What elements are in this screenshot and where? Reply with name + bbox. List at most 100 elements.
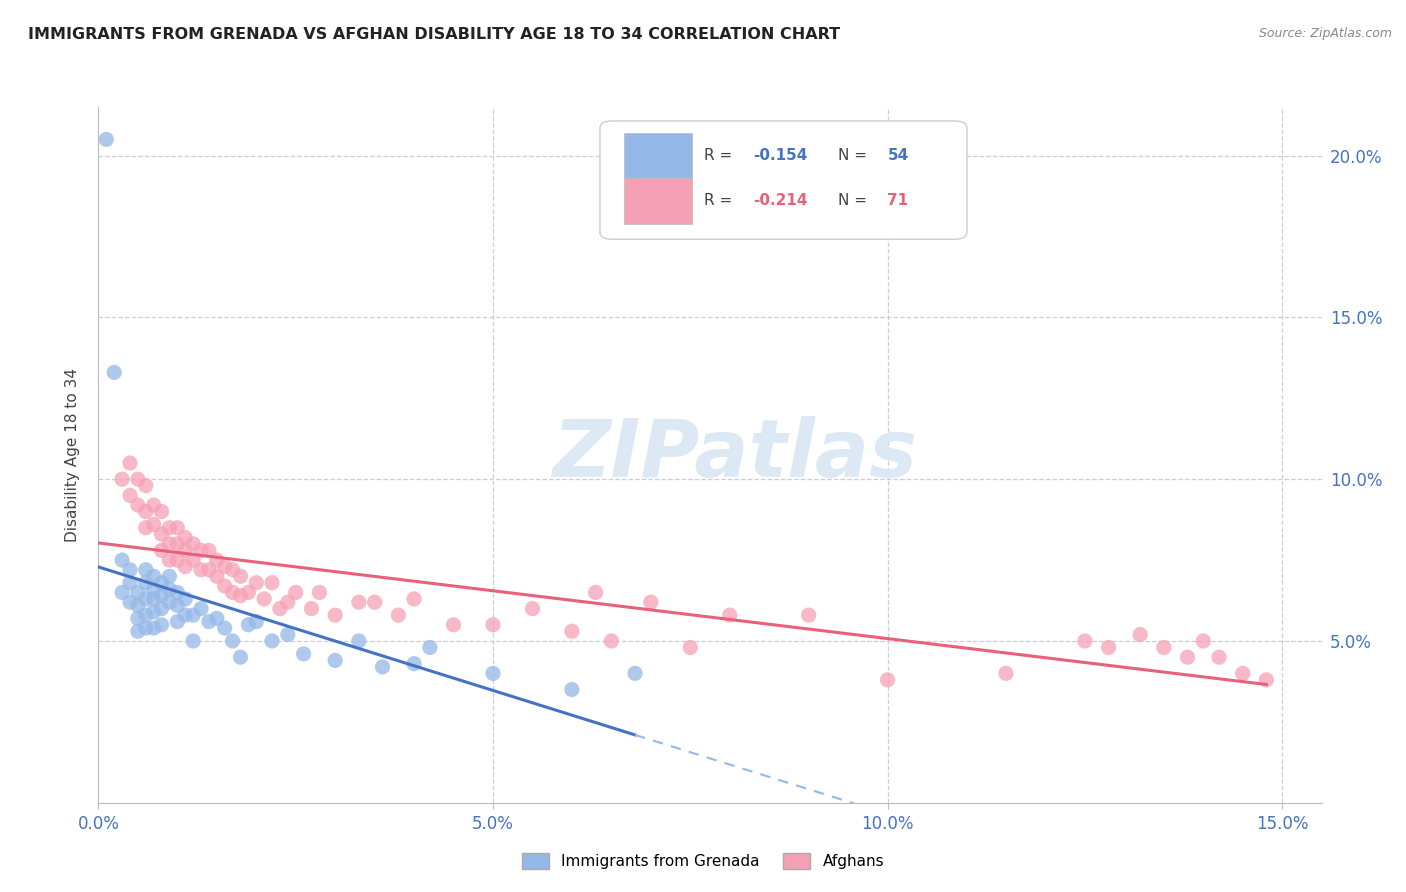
Point (111, 472, 134, 486)
Point (135, 478, 157, 492)
Point (269, 601, 291, 615)
Point (190, 601, 212, 615)
Point (135, 521, 157, 535)
Point (150, 589, 173, 603)
Point (118, 595, 141, 609)
Point (150, 504, 173, 518)
Point (150, 543, 173, 558)
Point (142, 591, 165, 606)
Point (181, 608, 204, 623)
Point (1097, 640, 1119, 655)
Point (323, 608, 346, 623)
Point (205, 553, 228, 567)
Point (142, 605, 165, 619)
Point (142, 569, 165, 583)
Point (166, 615, 188, 629)
Point (1232, 666, 1254, 681)
Point (482, 617, 505, 632)
Point (363, 595, 385, 609)
Point (159, 595, 181, 609)
Point (1074, 634, 1097, 648)
Point (198, 615, 221, 629)
Point (876, 673, 898, 687)
Y-axis label: Disability Age 18 to 34: Disability Age 18 to 34 (65, 368, 80, 542)
Point (96, 132, 118, 146)
Point (174, 608, 197, 623)
Text: N =: N = (838, 194, 872, 209)
Text: R =: R = (704, 148, 737, 163)
Point (118, 575, 141, 590)
Point (150, 601, 173, 615)
Point (561, 624, 583, 639)
Point (284, 585, 307, 599)
Text: ZIPatlas: ZIPatlas (553, 416, 917, 494)
Point (159, 569, 181, 583)
Point (166, 537, 188, 551)
Point (118, 488, 141, 502)
Point (159, 537, 181, 551)
Point (174, 559, 197, 574)
Point (419, 640, 441, 655)
Point (142, 582, 165, 597)
Point (159, 582, 181, 597)
Point (118, 456, 141, 470)
Legend: Immigrants from Grenada, Afghans: Immigrants from Grenada, Afghans (516, 847, 890, 875)
Point (166, 599, 188, 613)
Point (994, 666, 1017, 681)
Point (135, 621, 157, 635)
Point (238, 585, 260, 599)
Point (221, 563, 243, 577)
FancyBboxPatch shape (624, 178, 692, 224)
Point (1192, 634, 1215, 648)
Point (229, 569, 252, 583)
Point (174, 591, 197, 606)
Point (347, 595, 370, 609)
Point (142, 498, 165, 512)
Point (404, 657, 426, 671)
Point (561, 682, 583, 697)
Point (221, 634, 243, 648)
Point (443, 617, 465, 632)
Point (797, 608, 820, 623)
Point (205, 611, 228, 625)
Point (624, 666, 647, 681)
Point (245, 575, 267, 590)
Point (600, 634, 623, 648)
Point (245, 615, 267, 629)
Point (214, 559, 236, 574)
Point (205, 569, 228, 583)
Point (387, 608, 409, 623)
Point (301, 601, 323, 615)
Text: 71: 71 (887, 194, 908, 209)
Point (640, 595, 662, 609)
Point (127, 585, 149, 599)
Point (221, 585, 243, 599)
Point (253, 591, 276, 606)
Point (347, 634, 370, 648)
Point (718, 608, 741, 623)
Point (323, 653, 346, 667)
Point (482, 666, 505, 681)
Point (159, 521, 181, 535)
Point (1208, 650, 1230, 665)
Point (238, 617, 260, 632)
Point (198, 543, 221, 558)
Point (127, 624, 149, 639)
Point (150, 617, 173, 632)
Point (181, 537, 204, 551)
Point (150, 527, 173, 541)
Text: IMMIGRANTS FROM GRENADA VS AFGHAN DISABILITY AGE 18 TO 34 CORRELATION CHART: IMMIGRANTS FROM GRENADA VS AFGHAN DISABI… (28, 27, 841, 42)
Point (277, 595, 299, 609)
Point (118, 563, 141, 577)
Point (260, 575, 283, 590)
Point (174, 543, 197, 558)
Point (292, 647, 315, 661)
Point (198, 563, 221, 577)
Point (585, 585, 607, 599)
Text: -0.214: -0.214 (752, 194, 807, 209)
Point (166, 553, 188, 567)
Point (371, 660, 394, 674)
Point (135, 504, 157, 518)
Point (190, 563, 212, 577)
Point (142, 621, 165, 635)
